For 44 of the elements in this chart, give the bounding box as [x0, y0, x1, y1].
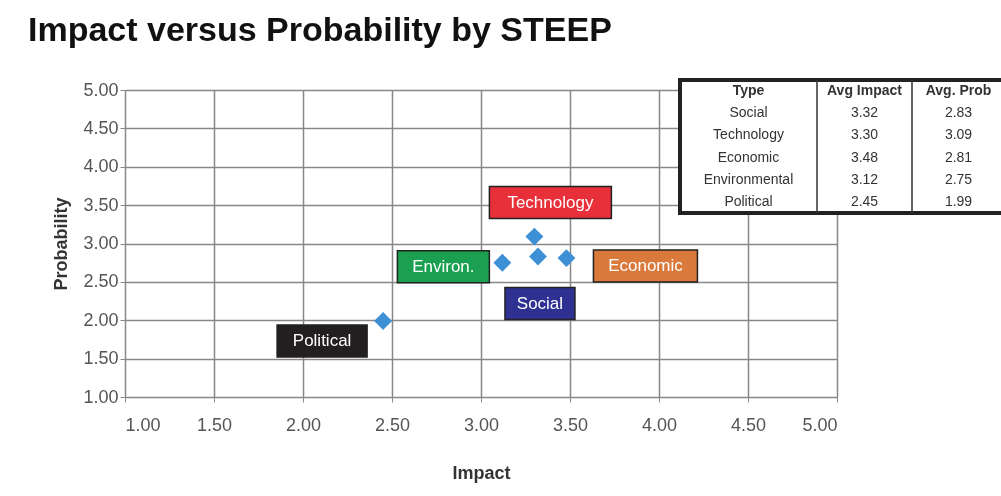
text: 3.09 [944, 126, 973, 143]
y-tick-label: 1.00 [83, 386, 119, 407]
x-axis-title: Impact [452, 462, 511, 483]
annotation: Type [732, 82, 765, 99]
annotation: Economic [608, 256, 684, 276]
annotation: Environmental [703, 170, 794, 187]
y-tick-label: 3.00 [83, 233, 119, 253]
x-tick-label: 2.00 [285, 414, 322, 435]
annotation: Environ. [412, 256, 475, 276]
text: 2.83 [944, 104, 973, 121]
text: 3.32 [850, 104, 879, 121]
y-tick-label: 3.50 [83, 194, 119, 215]
x-tick-label: 3.00 [463, 414, 500, 435]
text: 2.81 [944, 148, 973, 165]
annotation: Social [729, 104, 768, 121]
chart-title: Impact versus Probability by STEEP [27, 10, 612, 48]
annotation: Avg Impact [827, 82, 903, 99]
x-tick-label: 1.00 [125, 414, 161, 435]
y-tick-label: 4.50 [83, 117, 119, 138]
y-tick-label: 2.00 [83, 309, 119, 330]
x-tick-label: 4.00 [641, 414, 678, 435]
annotation: Economic [717, 148, 780, 165]
x-tick-label: 2.50 [374, 414, 411, 435]
x-tick-label: 4.50 [730, 414, 767, 435]
annotation: Political [724, 192, 773, 209]
y-tick-label: 5.00 [83, 79, 119, 100]
y-axis-title: Probability [51, 197, 72, 291]
annotation: Political [292, 331, 352, 351]
y-tick-label: 4.00 [83, 156, 119, 177]
text: 2.75 [944, 170, 973, 187]
y-tick-label: 1.50 [83, 348, 119, 369]
x-tick-label: 5.00 [802, 414, 838, 435]
text: 3.12 [850, 170, 879, 187]
x-tick-label: 3.50 [552, 414, 589, 435]
text: 3.30 [850, 126, 879, 143]
annotation: Technology [713, 126, 784, 143]
text: 2.45 [850, 192, 879, 209]
text: 1.99 [944, 192, 973, 209]
text: 3.48 [850, 148, 879, 165]
annotation: Technology [507, 192, 594, 212]
x-tick-label: 1.50 [196, 414, 233, 435]
text: Avg. Prob [925, 82, 992, 99]
annotation: Social [516, 293, 564, 313]
y-tick-label: 2.50 [83, 271, 119, 292]
